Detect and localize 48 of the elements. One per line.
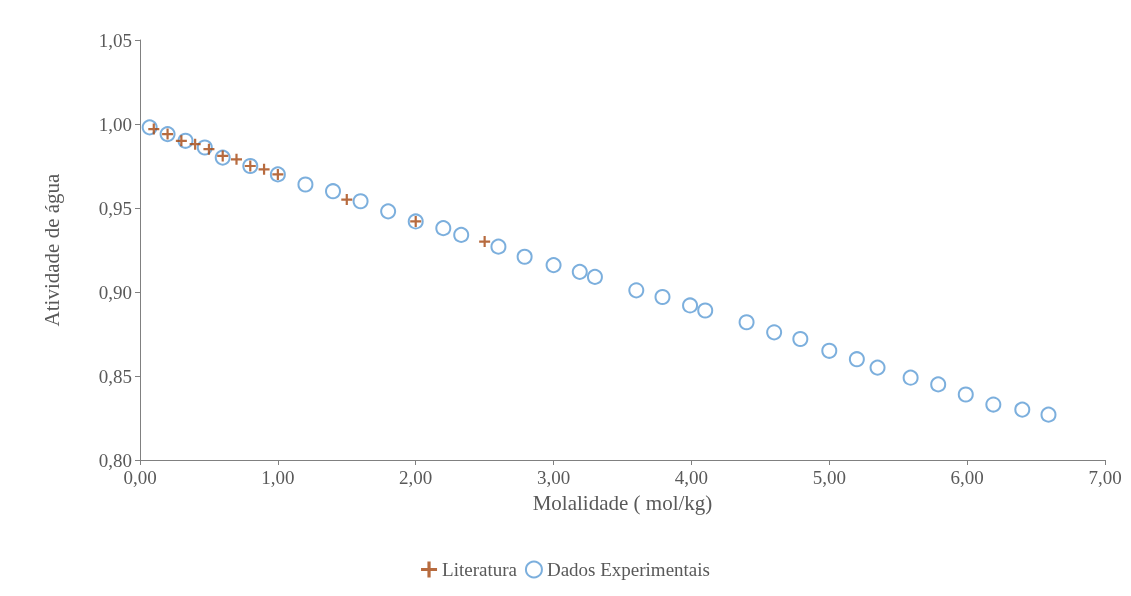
- point: [189, 138, 201, 150]
- point: [930, 376, 947, 393]
- y-tick-label: 0,95: [98, 197, 132, 219]
- point: [848, 351, 865, 368]
- point: [697, 302, 714, 319]
- point: [586, 268, 603, 285]
- point: [341, 194, 353, 206]
- y-axis-title: Atividade de água: [39, 172, 64, 327]
- point: [380, 203, 397, 220]
- point: [628, 282, 645, 299]
- point: [682, 297, 699, 314]
- y-tick-label: 0,85: [98, 365, 132, 387]
- point: [231, 153, 242, 165]
- point: [792, 331, 809, 348]
- y-tick-label: 1,00: [98, 113, 132, 135]
- x-tick-label: 4,00: [674, 467, 709, 488]
- point: [738, 314, 755, 331]
- point: [766, 324, 783, 341]
- x-axis-title: Molalidade ( mol/kg): [532, 490, 713, 515]
- x-tick-label: 6,00: [950, 467, 984, 488]
- x-tick-label: 5,00: [812, 467, 846, 488]
- legend-label: Literatura: [442, 559, 518, 580]
- point: [654, 289, 671, 306]
- x-tick-label: 2,00: [399, 467, 433, 488]
- point: [545, 257, 562, 274]
- point: [869, 359, 886, 376]
- point: [352, 193, 369, 210]
- x-tick-label: 7,00: [1088, 467, 1122, 488]
- point: [258, 163, 270, 175]
- point: [325, 183, 341, 200]
- point: [1040, 406, 1057, 423]
- point: [957, 386, 974, 403]
- legend-label: Dados Experimentais: [546, 559, 710, 580]
- y-tick-label: 1,05: [98, 29, 132, 51]
- point: [571, 263, 588, 280]
- y-tick-label: 0,90: [98, 281, 132, 303]
- point: [297, 176, 314, 193]
- point: [902, 369, 919, 386]
- point: [435, 220, 452, 237]
- point: [479, 236, 491, 248]
- point: [985, 396, 1002, 413]
- point: [453, 226, 470, 243]
- point: [1014, 401, 1031, 418]
- point: [490, 238, 507, 255]
- x-tick-label: 3,00: [536, 467, 571, 488]
- x-tick-label: 1,00: [261, 467, 295, 488]
- point: [516, 248, 533, 265]
- point: [821, 342, 838, 359]
